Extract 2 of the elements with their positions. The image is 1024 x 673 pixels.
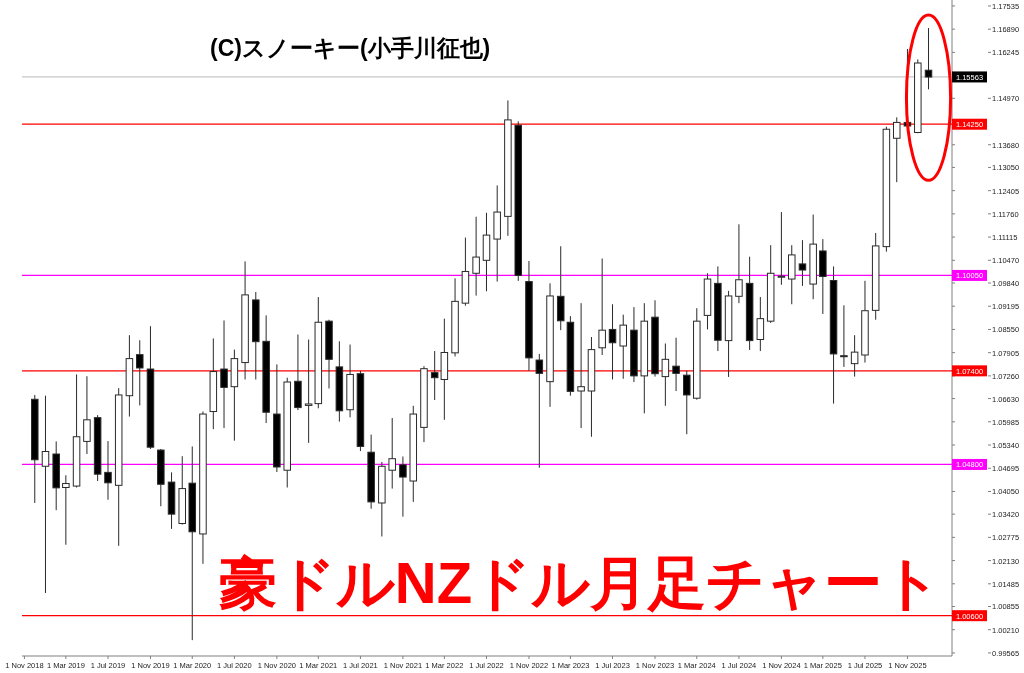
annotation: (C)スノーキー(小手川征也) xyxy=(210,35,491,61)
title: 豪ドルNZドル月足チャート xyxy=(218,550,942,615)
